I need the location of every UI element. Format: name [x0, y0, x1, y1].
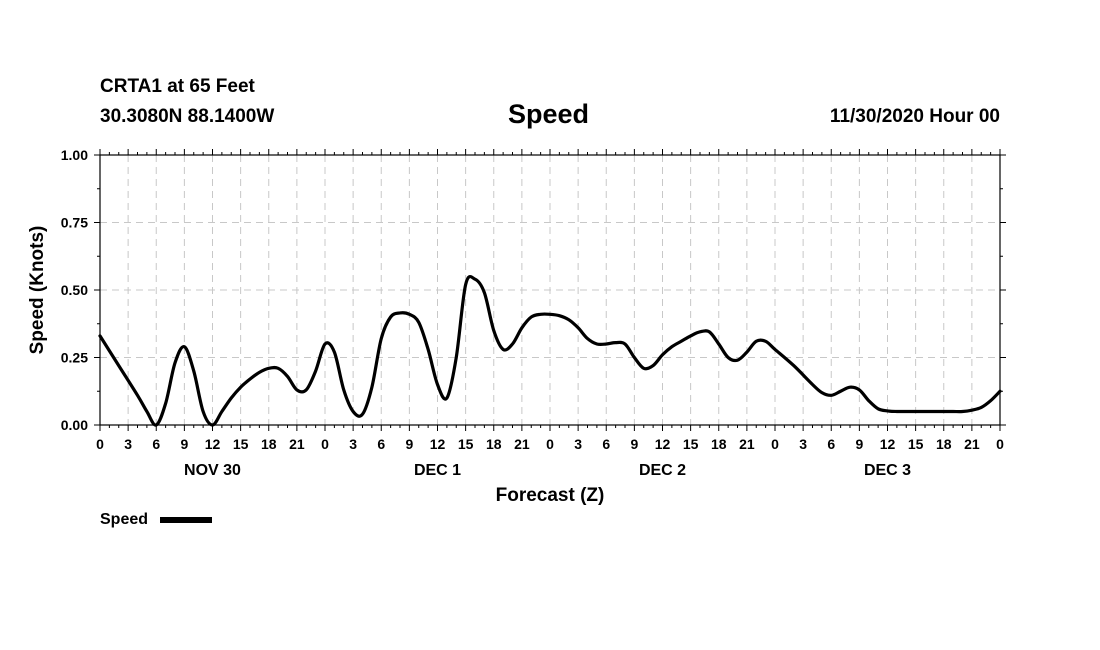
x-tick-labels: 0 3 6 9 12 15 18 21 0 3 6 9 12 15 18 21 0 3 6 9 12 15 18 21 0 3 6 9… — [96, 436, 1004, 452]
day-labels: NOV 30 DEC 1 DEC 2 DEC 3 — [184, 462, 911, 479]
x-tick-label: 0 — [546, 436, 554, 452]
x-tick-label: 6 — [152, 436, 160, 452]
forecast-date-label: 11/30/2020 Hour 00 — [829, 106, 1000, 127]
x-tick-label: 15 — [908, 436, 924, 452]
x-tick-label: 18 — [261, 436, 277, 452]
y-tick-label: 0.75 — [61, 215, 88, 231]
x-tick-label: 21 — [514, 436, 530, 452]
x-tick-label: 12 — [880, 436, 896, 452]
x-tick-label: 0 — [996, 436, 1004, 452]
x-tick-label: 6 — [827, 436, 835, 452]
chart-title: Speed — [508, 99, 590, 129]
day-label: NOV 30 — [184, 462, 241, 479]
x-tick-label: 12 — [205, 436, 221, 452]
x-tick-label: 12 — [430, 436, 446, 452]
series-line-speed — [98, 274, 1002, 427]
x-axis-title: Forecast (Z) — [496, 485, 605, 506]
x-tick-label: 21 — [739, 436, 755, 452]
y-tick-label: 1.00 — [61, 147, 88, 163]
x-tick-label: 0 — [771, 436, 779, 452]
x-tick-label: 3 — [574, 436, 582, 452]
day-label: DEC 1 — [414, 462, 461, 479]
x-tick-label: 12 — [655, 436, 671, 452]
day-label: DEC 3 — [864, 462, 911, 479]
x-tick-label: 18 — [486, 436, 502, 452]
y-tick-labels: 0.00 0.25 0.50 0.75 1.00 — [61, 147, 88, 433]
y-tick-label: 0.50 — [61, 282, 88, 298]
legend-swatch — [160, 517, 212, 523]
y-tick-label: 0.25 — [61, 350, 88, 366]
x-tick-label: 0 — [321, 436, 329, 452]
x-tick-label: 18 — [936, 436, 952, 452]
plot-frame — [99, 154, 1001, 426]
x-tick-label: 18 — [711, 436, 727, 452]
x-tick-label: 6 — [602, 436, 610, 452]
x-tick-label: 9 — [180, 436, 188, 452]
x-tick-label: 21 — [289, 436, 305, 452]
grid — [100, 155, 1000, 425]
station-label: CRTA1 at 65 Feet — [100, 76, 255, 97]
x-tick-label: 15 — [233, 436, 249, 452]
x-tick-label: 3 — [349, 436, 357, 452]
y-axis-title: Speed (Knots) — [27, 226, 48, 355]
x-tick-label: 9 — [630, 436, 638, 452]
x-tick-label: 3 — [124, 436, 132, 452]
x-tick-label: 9 — [855, 436, 863, 452]
x-tick-label: 9 — [405, 436, 413, 452]
x-tick-label: 15 — [683, 436, 699, 452]
y-tick-label: 0.00 — [61, 417, 88, 433]
x-tick-label: 6 — [377, 436, 385, 452]
x-tick-label: 3 — [799, 436, 807, 452]
x-tick-label: 0 — [96, 436, 104, 452]
series-layer — [98, 274, 1002, 427]
x-tick-label: 21 — [964, 436, 980, 452]
day-label: DEC 2 — [639, 462, 686, 479]
legend-label: Speed — [100, 511, 148, 528]
coordinates-label: 30.3080N 88.1400W — [100, 106, 275, 127]
x-tick-label: 15 — [458, 436, 474, 452]
